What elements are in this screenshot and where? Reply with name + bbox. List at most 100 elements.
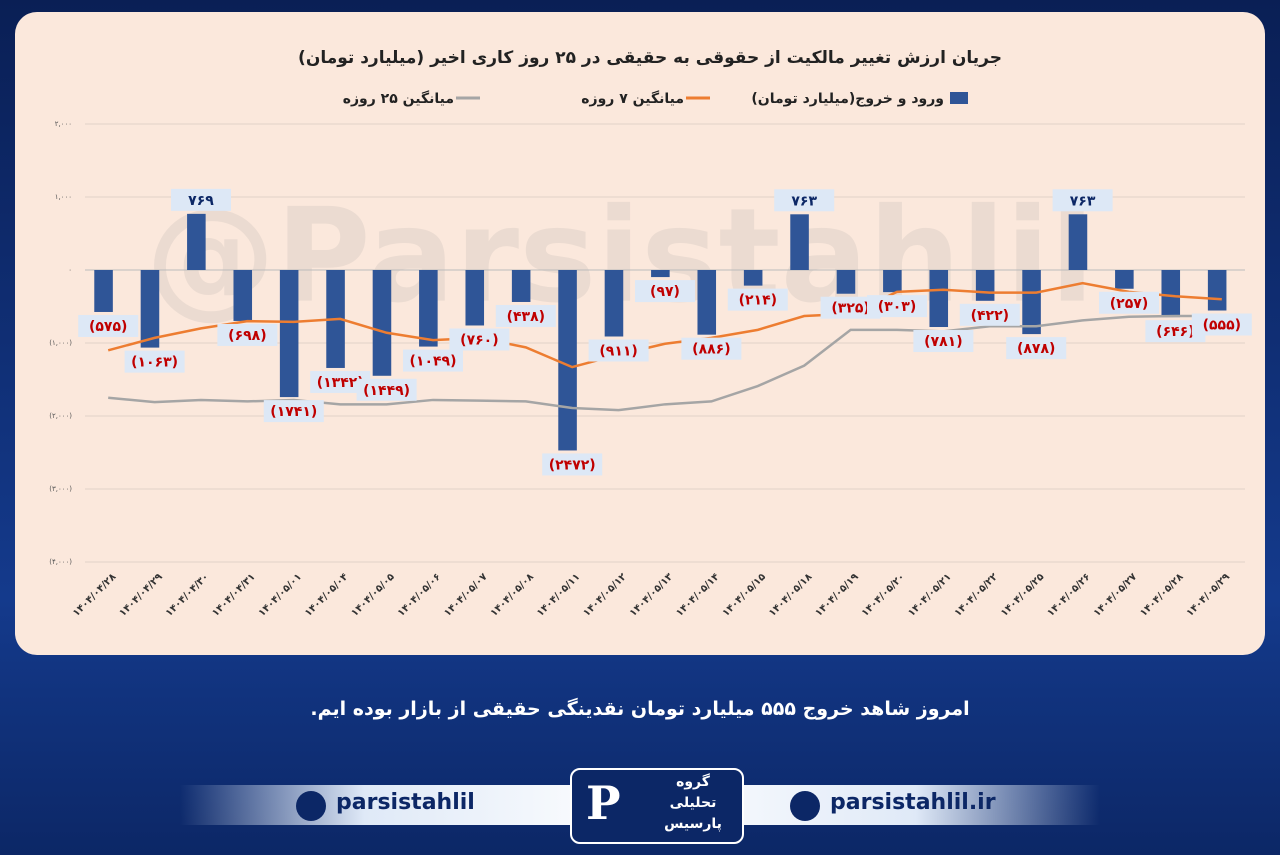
website[interactable]: parsistahlil.ir [830,790,996,815]
legend-label: ورود و خروج(میلیارد تومان) [751,91,944,107]
value-label: (۲۴۷۲) [549,457,596,473]
chart-title: جریان ارزش تغییر مالکیت از حقوقی به حقیق… [298,48,1002,68]
bar [558,270,577,451]
value-label: (۶۹۸) [228,328,266,344]
telegram-icon [296,791,326,821]
bar [1068,214,1088,270]
bar [372,270,392,376]
x-tick-label: ۱۴۰۴/۰۵/۲۰ [860,571,907,618]
value-label-box [959,303,1020,326]
bar [1207,270,1227,311]
value-label-box [681,337,742,360]
value-label-box [217,323,278,346]
value-label-box [1052,189,1113,212]
bar [233,270,253,321]
x-tick-label: ۱۴۰۴/۰۵/۰۱ [257,571,304,618]
bar [140,270,160,348]
x-tick-label: ۱۴۰۴/۰۵/۰۸ [489,571,536,618]
value-label-box [635,280,695,303]
bar [697,270,717,335]
footer-note: امروز شاهد خروج ۵۵۵ میلیارد تومان نقدینگ… [310,698,970,720]
x-tick-label: ۱۴۰۴/۰۴/۲۹ [117,571,164,618]
value-label-box [310,370,371,393]
value-label-box [913,330,974,353]
value-label: (۲۵۷) [1110,296,1148,312]
x-tick-label: ۱۴۰۴/۰۴/۳۱ [210,571,257,618]
value-label: (۴۲۲) [971,308,1009,324]
value-label-box [774,189,835,212]
web-icon [790,791,820,821]
bar [651,270,670,278]
x-tick-label: ۱۴۰۴/۰۵/۱۲ [581,571,628,618]
logo-text: گروه [676,774,710,790]
value-label: ۷۶۳ [791,193,817,209]
value-label-box [1145,320,1206,343]
y-tick-label: (۴,۰۰۰) [49,558,72,566]
value-label-box [495,304,556,327]
legend-label: میانگین ۲۵ روزه [343,90,454,107]
value-label: (۱۰۶۳) [131,355,178,371]
telegram-handle[interactable]: parsistahlil [336,790,475,815]
bar [279,270,299,398]
value-label: (۳۰۳) [878,299,916,315]
value-label: (۷۶۰) [460,332,498,348]
x-tick-label: ۱۴۰۴/۰۵/۰۷ [442,571,489,618]
value-label-box [820,296,881,319]
legend-label: میانگین ۷ روزه [581,90,684,107]
x-tick-label: ۱۴۰۴/۰۵/۲۵ [999,571,1046,618]
y-tick-label: (۲,۰۰۰) [49,412,72,420]
value-label-box [263,400,324,423]
bar [465,270,485,326]
value-label: (۲۱۴) [739,293,777,309]
line [108,314,1222,412]
x-tick-label: ۱۴۰۴/۰۵/۱۵ [721,571,768,618]
y-tick-label: (۳,۰۰۰) [49,485,72,493]
value-label: (۱۷۴۱) [270,404,317,420]
bar [1115,270,1134,289]
y-tick-label: ۱,۰۰۰ [55,193,72,201]
value-label-box [449,328,510,351]
y-tick-label: ۰ [68,266,72,274]
logo: گروه تحلیلی پارسیس P [570,768,744,844]
x-tick-label: ۱۴۰۴/۰۵/۲۸ [1138,571,1185,618]
x-tick-label: ۱۴۰۴/۰۵/۱۸ [767,571,814,618]
x-tick-label: ۱۴۰۴/۰۵/۲۷ [1092,571,1139,618]
bar [604,270,624,337]
x-tick-label: ۱۴۰۴/۰۵/۱۴ [674,571,721,618]
x-tick-label: ۱۴۰۴/۰۵/۰۴ [303,571,350,618]
bar [929,270,949,328]
x-tick-label: ۱۴۰۴/۰۵/۱۳ [628,571,675,618]
x-tick-label: ۱۴۰۴/۰۵/۱۱ [535,571,582,618]
x-tick-label: ۱۴۰۴/۰۵/۲۶ [1045,571,1092,618]
x-tick-label: ۱۴۰۴/۰۴/۲۸ [71,571,118,618]
x-tick-label: ۱۴۰۴/۰۴/۳۰ [164,571,211,618]
value-label-box [727,288,788,311]
value-label: (۹۱۱) [599,344,637,360]
value-label: (۱۰۴۹) [410,354,457,370]
x-tick-label: ۱۴۰۴/۰۵/۰۵ [349,571,396,618]
value-label: (۹۷) [650,284,680,300]
value-label-box [78,314,139,337]
value-label: (۳۲۵) [831,301,869,317]
bar [975,270,995,301]
value-label: ۷۶۳ [1070,193,1096,209]
value-label: (۵۵۵) [1203,318,1241,334]
value-label: (۸۷۸) [1017,341,1055,357]
line [107,281,1222,369]
value-label: (۶۴۶) [1156,324,1194,340]
bar [511,270,531,302]
legend-swatch [950,92,968,104]
bar [187,213,206,270]
value-label: (۱۳۴۲) [317,375,364,391]
y-tick-label: ۲,۰۰۰ [55,120,72,128]
bar [1022,270,1041,335]
x-tick-label: ۱۴۰۴/۰۵/۰۶ [396,571,443,618]
value-label-box [867,295,927,318]
value-label: ۷۶۹ [188,193,214,209]
value-label-box [542,453,603,476]
x-tick-label: ۱۴۰۴/۰۵/۲۹ [1185,571,1232,618]
value-label: (۴۳۸) [507,309,545,325]
value-label: (۱۴۴۹) [363,383,410,399]
bar [836,270,856,294]
